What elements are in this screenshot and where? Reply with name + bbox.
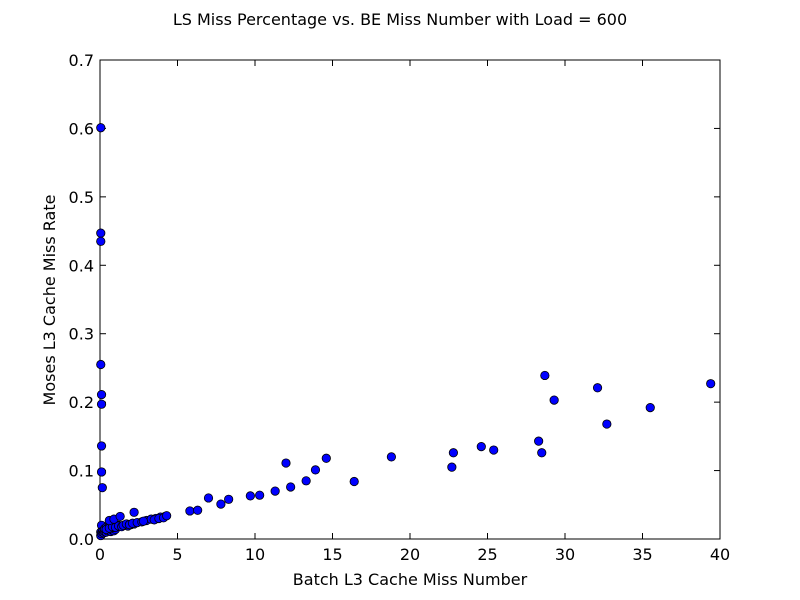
y-axis-label: Moses L3 Cache Miss Rate (40, 195, 59, 406)
x-tick-label: 15 (322, 545, 342, 564)
data-point (476, 442, 486, 452)
data-point (645, 403, 655, 413)
data-point (115, 511, 125, 522)
data-point (321, 453, 331, 463)
data-point (706, 379, 716, 389)
data-point (96, 123, 106, 133)
plot-frame (99, 59, 721, 540)
data-point (537, 448, 547, 458)
data-point (540, 370, 550, 381)
data-point (224, 494, 234, 504)
x-tick-label: 25 (477, 545, 497, 564)
data-point (96, 467, 107, 477)
y-tick-label: 0.2 (69, 393, 94, 412)
data-point (96, 359, 106, 370)
x-tick-label: 20 (400, 545, 420, 564)
x-tick-label: 35 (632, 545, 652, 564)
data-point (386, 452, 396, 462)
data-point (301, 476, 311, 486)
data-point (549, 395, 559, 405)
x-tick-label: 40 (710, 545, 730, 564)
data-point (281, 458, 291, 468)
data-point (602, 419, 612, 429)
y-tick-label: 0.4 (69, 256, 94, 275)
data-point (96, 441, 107, 451)
data-point (193, 505, 203, 515)
x-axis-label: Batch L3 Cache Miss Number (293, 570, 528, 589)
data-point (129, 507, 139, 517)
x-tick-label: 5 (172, 545, 182, 564)
data-point (255, 490, 265, 500)
data-point (96, 236, 106, 246)
x-tick-label: 10 (245, 545, 265, 564)
data-point (216, 499, 226, 509)
data-point (203, 493, 214, 503)
data-point (489, 445, 499, 455)
data-point (592, 383, 603, 393)
chart-title: LS Miss Percentage vs. BE Miss Number wi… (173, 10, 627, 29)
x-tick-label: 0 (95, 545, 105, 564)
data-point (185, 506, 195, 516)
data-point (96, 228, 106, 238)
data-point (97, 483, 107, 493)
data-point (310, 465, 321, 475)
plot-area: 0 5 10 15 20 25 30 35 40 0.0 0.1 0.2 0.3 0.4 0.5 0.6 0.7 (69, 51, 731, 564)
data-point (448, 448, 458, 458)
data-point (245, 491, 255, 501)
data-point (96, 390, 107, 400)
x-tick-label: 30 (555, 545, 575, 564)
data-point (447, 462, 457, 472)
data-point (286, 482, 296, 492)
data-point (96, 399, 107, 409)
data-point (270, 486, 280, 496)
y-tick-label: 0.3 (69, 325, 94, 344)
data-point (138, 516, 148, 526)
y-tick-label: 0.5 (69, 188, 94, 207)
data-point (534, 436, 544, 446)
data-point (349, 476, 359, 487)
y-tick-label: 0.7 (69, 51, 94, 70)
data-point (162, 511, 172, 521)
y-tick-label: 0.6 (69, 119, 94, 138)
y-tick-label: 0.1 (69, 462, 94, 481)
y-tick-label: 0.0 (69, 530, 94, 549)
